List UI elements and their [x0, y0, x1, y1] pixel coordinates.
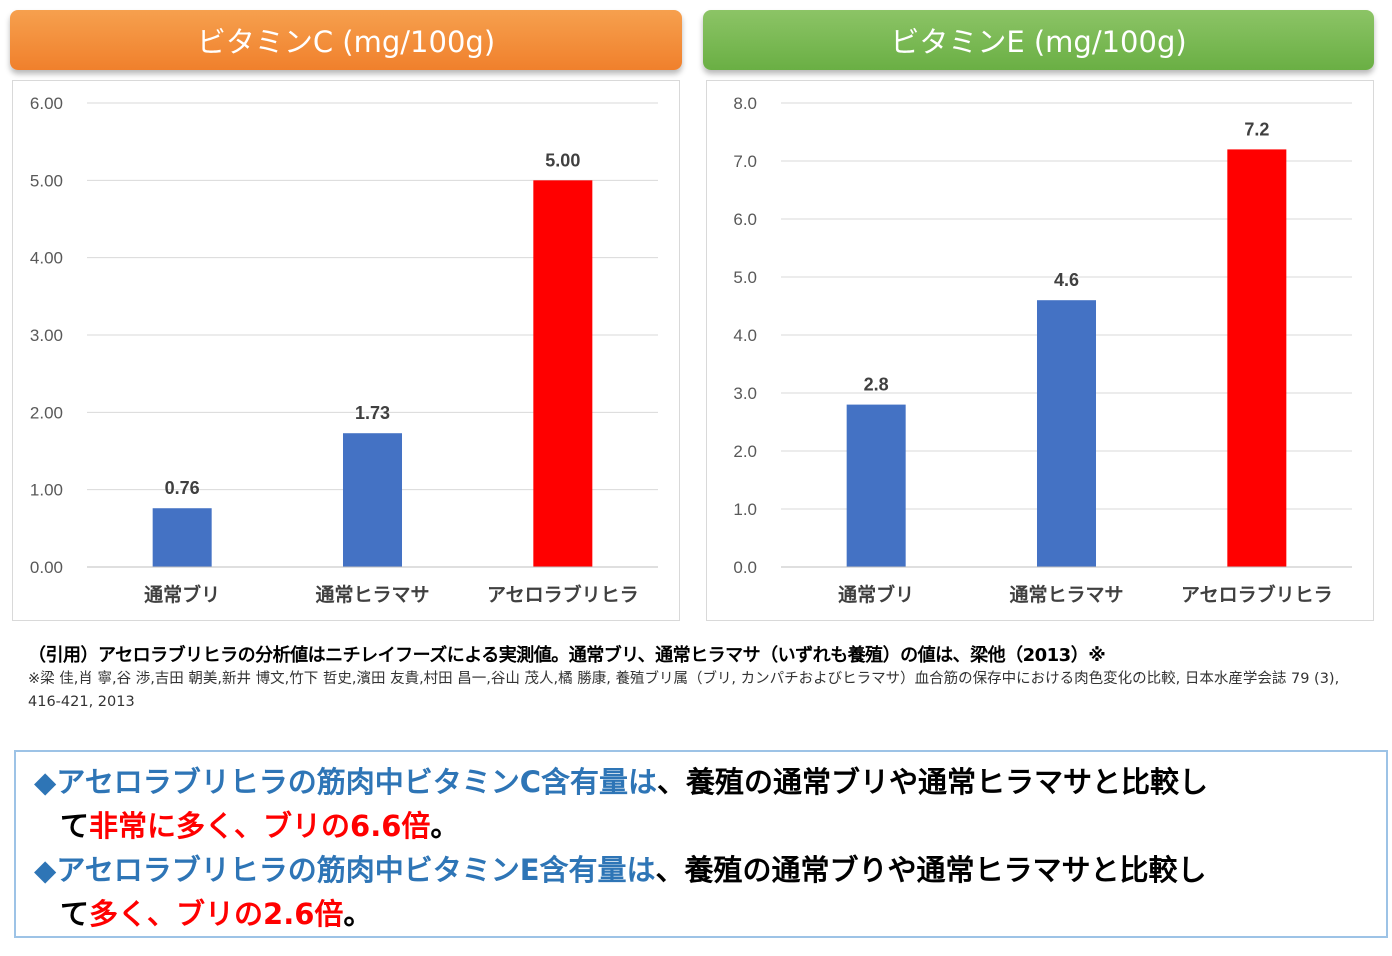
vitamin-e-chart-title: ビタミンE (mg/100g)	[703, 10, 1374, 70]
vitamin-c-chart-svg: 0.00 1.00 2.00 3.00 4.00 5.00 6.00 0.76 通常ブリ 1.73…	[30, 94, 658, 606]
data-label: 7.2	[1244, 119, 1269, 139]
summary-box: ◆アセロラブリヒラの筋肉中ビタミンC含有量は、養殖の通常ブリや通常ヒラマサと比較…	[14, 750, 1388, 938]
y-tick-label: 6.0	[733, 210, 757, 229]
vitamin-c-chart: 0.00 1.00 2.00 3.00 4.00 5.00 6.00 0.76 通常ブリ 1.73…	[12, 80, 680, 621]
y-tick-label: 3.00	[30, 326, 63, 345]
x-tick-label: 通常ヒラマサ	[315, 583, 429, 606]
y-tick-label: 8.0	[733, 94, 757, 113]
vitamin-e-chart: 0.0 1.0 2.0 3.0 4.0 5.0 6.0 7.0 8.0 2.8 通常ブリ 4.6 通常ヒ…	[706, 80, 1374, 621]
bullet-diamond-icon: ◆	[34, 765, 57, 799]
y-tick-label: 5.00	[30, 171, 63, 190]
summary-line-vitamin-e-cont: て多く、ブリの2.6倍。	[34, 892, 1386, 936]
bar	[1036, 300, 1097, 567]
summary-text: 。	[430, 809, 460, 843]
vitamin-c-chart-title: ビタミンC (mg/100g)	[10, 10, 682, 70]
bar	[533, 180, 593, 567]
y-tick-label: 7.0	[733, 152, 757, 171]
bullet-diamond-icon: ◆	[34, 853, 57, 887]
y-tick-label: 6.00	[30, 94, 63, 113]
summary-text: て	[60, 809, 90, 843]
bar	[1227, 149, 1287, 567]
citation-reference: ※梁 佳,肖 寧,谷 渉,吉田 朝美,新井 博文,竹下 哲史,濱田 友貴,村田 …	[28, 671, 1340, 710]
y-tick-label: 0.00	[30, 558, 63, 577]
x-tick-label: 通常ヒラマサ	[1009, 583, 1123, 606]
data-label: 4.6	[1054, 270, 1079, 290]
x-tick-label: アセロラブリヒラ	[1181, 583, 1333, 606]
data-label: 1.73	[355, 403, 390, 423]
y-tick-label: 2.00	[30, 403, 63, 422]
summary-highlight: アセロラブリヒラの筋肉中ビタミンE含有量は	[56, 853, 656, 887]
summary-emphasis: 多く、ブリの2.6倍	[89, 897, 344, 931]
y-tick-label: 2.0	[733, 442, 757, 461]
y-tick-label: 0.0	[733, 558, 757, 577]
x-tick-label: アセロラブリヒラ	[487, 583, 639, 606]
summary-highlight: アセロラブリヒラの筋肉中ビタミンC含有量は	[56, 765, 658, 799]
citation-block: （引用）アセロラブリヒラの分析値はニチレイフーズによる実測値。通常ブリ、通常ヒラ…	[28, 641, 1368, 714]
bar	[342, 433, 403, 567]
summary-line-vitamin-e: ◆アセロラブリヒラの筋肉中ビタミンE含有量は、養殖の通常ブりや通常ヒラマサと比較…	[34, 848, 1386, 892]
y-tick-label: 4.0	[733, 326, 757, 345]
citation-main: （引用）アセロラブリヒラの分析値はニチレイフーズによる実測値。通常ブリ、通常ヒラ…	[28, 645, 1106, 666]
summary-text: 。	[343, 897, 373, 931]
summary-emphasis: 非常に多く、ブリの6.6倍	[89, 809, 431, 843]
data-label: 5.00	[545, 150, 580, 170]
summary-line-vitamin-c: ◆アセロラブリヒラの筋肉中ビタミンC含有量は、養殖の通常ブリや通常ヒラマサと比較…	[34, 760, 1386, 804]
bar	[846, 404, 906, 567]
summary-text: 、養殖の通常ブリや通常ヒラマサと比較し	[657, 765, 1209, 799]
y-tick-label: 1.0	[733, 500, 757, 519]
summary-line-vitamin-c-cont: て非常に多く、ブリの6.6倍。	[34, 804, 1386, 848]
data-label: 0.76	[165, 478, 200, 498]
data-label: 2.8	[864, 375, 889, 395]
y-tick-label: 3.0	[733, 384, 757, 403]
x-tick-label: 通常ブリ	[838, 583, 914, 606]
y-tick-label: 5.0	[733, 268, 757, 287]
vitamin-e-chart-svg: 0.0 1.0 2.0 3.0 4.0 5.0 6.0 7.0 8.0 2.8 通常ブリ 4.6 通常ヒ…	[733, 94, 1352, 606]
summary-text: 、養殖の通常ブりや通常ヒラマサと比較し	[655, 853, 1207, 887]
bar	[152, 508, 212, 567]
summary-text: て	[60, 897, 90, 931]
y-tick-label: 4.00	[30, 249, 63, 268]
y-tick-label: 1.00	[30, 481, 63, 500]
x-tick-label: 通常ブリ	[144, 583, 220, 606]
